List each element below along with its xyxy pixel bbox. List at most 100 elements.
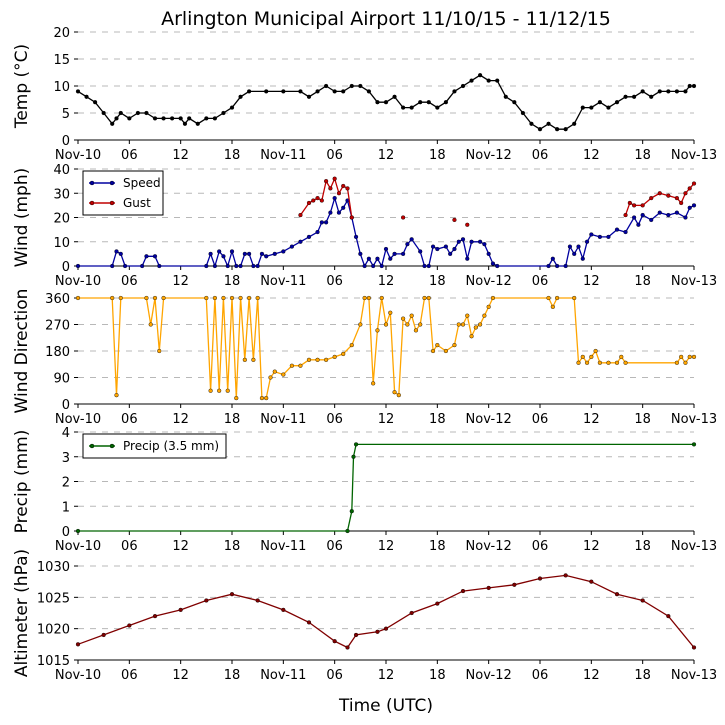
data-point	[396, 393, 401, 398]
data-point	[388, 256, 393, 261]
data-point	[212, 295, 217, 301]
data-point	[152, 614, 158, 619]
data-point	[589, 232, 594, 237]
data-point	[264, 254, 269, 259]
temp-y-tick-label: 0	[62, 134, 70, 149]
data-point	[614, 100, 620, 105]
data-point	[597, 100, 602, 105]
series-segment	[299, 202, 310, 216]
data-point	[341, 183, 346, 189]
data-point	[225, 388, 230, 393]
precip-y-tick-label: 1	[62, 500, 70, 515]
data-point	[358, 83, 363, 89]
wind-x-tick-label: Nov-11	[260, 274, 306, 289]
data-point	[392, 94, 397, 99]
data-point	[349, 215, 354, 220]
data-point	[383, 100, 389, 105]
data-point	[443, 100, 448, 105]
altimeter-x-tick-label: Nov-12	[466, 668, 512, 683]
data-point	[341, 205, 346, 210]
data-point	[687, 83, 692, 89]
data-point	[281, 89, 286, 94]
data-point	[362, 295, 367, 301]
legend-marker	[109, 443, 115, 449]
altimeter-y-tick-label: 1015	[37, 654, 70, 669]
wind-y-tick-label: 40	[53, 163, 70, 178]
precip-y-axis-label: Precip (mm)	[12, 430, 32, 534]
data-point	[465, 256, 470, 261]
wind-x-tick-label: 06	[121, 274, 138, 289]
altimeter-y-axis-label: Altimeter (hPa)	[12, 549, 32, 677]
data-point	[259, 396, 265, 401]
data-point	[208, 388, 213, 393]
temp-series-temp	[75, 73, 697, 132]
data-point	[422, 263, 427, 269]
data-point	[110, 121, 115, 126]
precip-x-tick-label: 12	[583, 539, 600, 554]
temp-y-tick-label: 15	[53, 53, 70, 68]
data-point	[152, 254, 158, 259]
data-point	[683, 360, 688, 365]
direction-y-tick-label: 90	[53, 372, 70, 387]
data-point	[272, 251, 277, 256]
data-point	[118, 295, 123, 301]
data-point	[614, 360, 620, 365]
precip-x-tick-label: 18	[224, 539, 241, 554]
data-point	[247, 251, 252, 256]
data-point	[580, 354, 585, 359]
temp-y-tick-label: 10	[53, 80, 70, 95]
altimeter-x-tick-label: Nov-13	[671, 668, 717, 683]
data-point	[674, 210, 679, 215]
legend-label: Precip (3.5 mm)	[123, 439, 219, 453]
data-point	[353, 234, 359, 239]
direction-y-tick-label: 360	[45, 292, 70, 307]
data-point	[332, 196, 337, 201]
data-point	[409, 313, 414, 318]
data-point	[460, 588, 466, 594]
data-point	[657, 191, 662, 196]
data-point	[679, 200, 684, 206]
data-point	[332, 639, 337, 644]
data-point	[234, 263, 239, 269]
data-point	[687, 205, 692, 210]
data-point	[324, 83, 329, 89]
data-point	[264, 396, 269, 401]
data-point	[306, 94, 312, 99]
data-point	[229, 592, 235, 597]
temp-x-tick-label: Nov-12	[466, 148, 512, 163]
data-point	[435, 601, 440, 606]
data-point	[495, 78, 500, 83]
data-point	[426, 295, 431, 301]
wind-panel: 0 10 20 30 40 Nov-10 06 12 18 Nov-11 06 12 18 Nov-12 0…	[12, 163, 717, 289]
legend-label: Speed	[123, 176, 161, 190]
series-segment	[346, 188, 353, 218]
data-point	[460, 83, 466, 89]
data-point	[392, 251, 397, 256]
temp-y-axis-label: Temp (°C)	[12, 44, 32, 129]
precip-x-tick-label: 06	[532, 539, 549, 554]
precip-x-tick-label: Nov-11	[260, 539, 306, 554]
data-point	[473, 325, 478, 330]
data-point	[401, 105, 406, 110]
data-point	[212, 263, 217, 269]
altimeter-y-tick-label: 1025	[37, 591, 70, 606]
data-point	[204, 263, 209, 269]
data-point	[691, 354, 697, 359]
data-point	[555, 295, 560, 301]
data-point	[353, 632, 359, 638]
data-point	[315, 89, 320, 94]
direction-x-tick-label: 12	[583, 412, 600, 427]
temp-x-tick-label: 06	[532, 148, 549, 163]
data-point	[358, 322, 363, 327]
data-point	[114, 393, 119, 398]
data-point	[426, 100, 431, 105]
data-point	[332, 89, 337, 94]
data-point	[572, 121, 577, 126]
data-point	[298, 239, 303, 244]
data-point	[110, 295, 115, 301]
data-point	[666, 614, 671, 619]
data-point	[452, 217, 457, 223]
data-point	[666, 193, 671, 198]
data-point	[187, 116, 192, 121]
